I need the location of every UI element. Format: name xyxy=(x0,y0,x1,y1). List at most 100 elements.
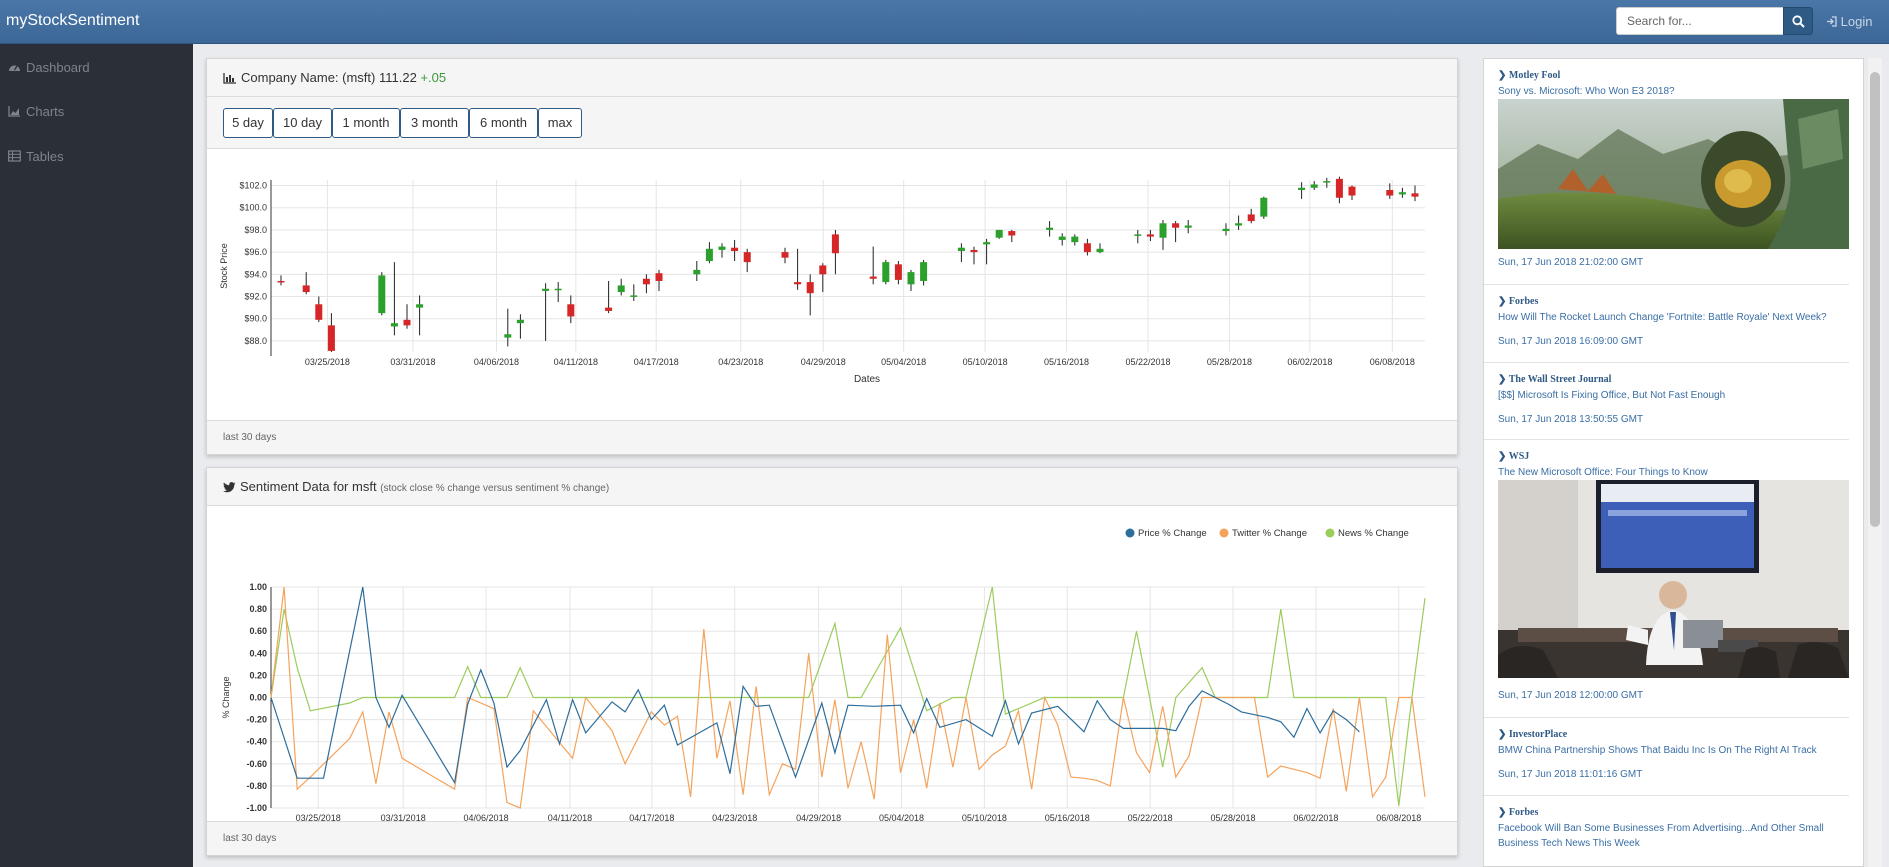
y-tick-label: $92.0 xyxy=(244,292,267,302)
top-navbar: myStockSentiment Login xyxy=(0,0,1889,44)
brand-title[interactable]: myStockSentiment xyxy=(6,12,140,29)
candle-up xyxy=(504,334,512,338)
search-icon xyxy=(1792,15,1805,28)
news-headline-link[interactable]: Sony vs. Microsoft: Who Won E3 2018? xyxy=(1498,86,1675,97)
range-max-button[interactable]: max xyxy=(538,108,582,138)
news-source[interactable]: ❯ InvestorPlace xyxy=(1498,729,1567,740)
candle-down xyxy=(327,325,335,351)
stock-change: +.05 xyxy=(420,70,447,85)
news-headline-link[interactable]: [$$] Microsoft Is Fixing Office, But Not… xyxy=(1498,390,1726,401)
news-headline-link[interactable]: BMW China Partnership Shows That Baidu I… xyxy=(1498,745,1817,756)
news-source[interactable]: ❯ Motley Fool xyxy=(1498,70,1560,81)
x-tick-label: 04/11/2018 xyxy=(548,813,592,823)
range-6-month-button[interactable]: 6 month xyxy=(469,108,538,138)
candle-down xyxy=(605,307,613,311)
search-button[interactable] xyxy=(1783,7,1813,35)
x-tick-label: 06/02/2018 xyxy=(1287,357,1332,367)
candle-up xyxy=(907,272,915,285)
legend-swatch xyxy=(1125,528,1135,538)
x-tick-label: 03/25/2018 xyxy=(305,357,350,367)
x-tick-label: 05/04/2018 xyxy=(879,813,924,823)
candle-up xyxy=(995,229,1003,238)
chevron-right-icon: ❯ xyxy=(1498,70,1507,81)
news-date: Sun, 17 Jun 2018 12:00:00 GMT xyxy=(1498,690,1644,701)
candle-down xyxy=(819,265,827,275)
news-source[interactable]: ❯ WSJ xyxy=(1498,451,1529,462)
chevron-right-icon: ❯ xyxy=(1498,807,1507,818)
range-5-day-button[interactable]: 5 day xyxy=(223,108,273,138)
candle-down xyxy=(1083,243,1091,253)
candle-up xyxy=(957,247,965,252)
candle-up xyxy=(390,323,398,327)
news-item: ❯ Motley Fool Sony vs. Microsoft: Who Wo… xyxy=(1484,59,1849,285)
office-presenter-image xyxy=(1498,480,1849,678)
login-label: Login xyxy=(1840,14,1873,29)
news-headline-link[interactable]: How Will The Rocket Launch Change 'Fortn… xyxy=(1498,312,1827,323)
candle-up xyxy=(1159,223,1167,238)
candle-up xyxy=(983,242,991,245)
range-1-month-button[interactable]: 1 month xyxy=(332,108,400,138)
stock-price-panel: Company Name: (msft) 111.22 +.05 5 day 1… xyxy=(206,58,1458,455)
x-tick-label: 05/10/2018 xyxy=(962,813,1007,823)
candle-down xyxy=(806,282,814,294)
y-tick-label: 0.00 xyxy=(249,693,267,703)
range-3-month-button[interactable]: 3 month xyxy=(400,108,469,138)
panel-footer: last 30 days xyxy=(207,821,1457,855)
news-source-name: WSJ xyxy=(1508,451,1530,462)
news-date: Sun, 17 Jun 2018 16:09:00 GMT xyxy=(1498,336,1644,347)
news-source-name: Motley Fool xyxy=(1508,70,1561,81)
login-link[interactable]: Login xyxy=(1826,14,1872,29)
candle-up xyxy=(1235,223,1243,226)
candle-down xyxy=(970,249,978,253)
chevron-right-icon: ❯ xyxy=(1498,451,1507,462)
x-tick-label: 04/17/2018 xyxy=(629,813,674,823)
candle-down xyxy=(403,319,411,326)
range-10-day-button[interactable]: 10 day xyxy=(273,108,332,138)
y-tick-label: $90.0 xyxy=(244,314,267,324)
y-tick-label: 0.40 xyxy=(249,648,267,658)
stock-title-text: Company Name: (msft) 111.22 xyxy=(241,70,417,85)
news-headline-link[interactable]: The New Microsoft Office: Four Things to… xyxy=(1498,467,1708,478)
candle-up xyxy=(554,288,562,291)
news-scrollbar[interactable] xyxy=(1868,58,1882,867)
candle-up xyxy=(1398,192,1406,195)
candle-down xyxy=(315,304,323,320)
y-tick-label: $102.0 xyxy=(239,181,267,191)
candle-up xyxy=(1134,234,1142,236)
x-axis-label: Dates xyxy=(854,374,880,385)
candle-up xyxy=(1310,184,1318,188)
candle-down xyxy=(1386,189,1394,196)
candle-down xyxy=(1411,193,1419,197)
news-item: ❯ InvestorPlace BMW China Partnership Sh… xyxy=(1484,718,1849,796)
x-tick-label: 05/16/2018 xyxy=(1044,357,1089,367)
sentiment-panel: Sentiment Data for msft (stock close % c… xyxy=(206,467,1458,856)
x-tick-label: 06/02/2018 xyxy=(1293,813,1338,823)
news-headline-link[interactable]: Facebook Will Ban Some Businesses From A… xyxy=(1498,823,1824,849)
candle-down xyxy=(655,273,663,281)
x-tick-label: 03/31/2018 xyxy=(381,813,426,823)
candle-up xyxy=(705,248,713,262)
scrollbar-thumb[interactable] xyxy=(1870,72,1880,527)
news-source[interactable]: ❯ Forbes xyxy=(1498,807,1538,818)
sidebar-item-label: Tables xyxy=(26,149,64,164)
candle-up xyxy=(920,262,928,281)
x-tick-label: 03/25/2018 xyxy=(296,813,341,823)
chevron-right-icon: ❯ xyxy=(1498,374,1507,385)
candle-up xyxy=(1071,236,1079,243)
news-source[interactable]: ❯ The Wall Street Journal xyxy=(1498,374,1611,385)
candle-down xyxy=(831,234,839,254)
y-tick-label: $98.0 xyxy=(244,225,267,235)
panel-header: Sentiment Data for msft (stock close % c… xyxy=(207,468,1457,506)
area-chart-icon xyxy=(8,106,20,117)
candle-up xyxy=(630,295,638,297)
news-source[interactable]: ❯ Forbes xyxy=(1498,296,1538,307)
news-source-name: The Wall Street Journal xyxy=(1508,374,1612,385)
candle-up xyxy=(1222,228,1230,232)
search-input[interactable] xyxy=(1616,7,1784,35)
range-button-group: 5 day 10 day 1 month 3 month 6 month max xyxy=(207,97,1457,149)
legend-label: Twitter % Change xyxy=(1232,528,1307,539)
twitter-icon xyxy=(223,482,236,493)
series-line-twitter-change xyxy=(270,586,1426,809)
legend-swatch xyxy=(1325,528,1335,538)
candle-up xyxy=(1184,225,1192,228)
